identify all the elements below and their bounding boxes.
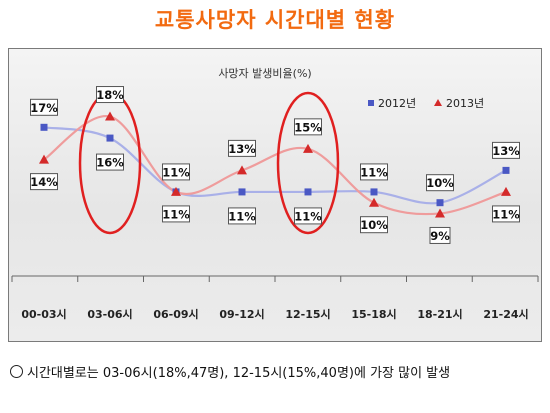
- data-labels: 17% 16% 11% 11% 11% 11% 10% 13% 14% 18% 11% 13% 15% 1…: [30, 86, 520, 244]
- page-title: 교통사망자 시간대별 현황: [154, 8, 396, 32]
- data-label-2013-box: [360, 216, 388, 234]
- data-label-2013: 11%: [162, 207, 190, 221]
- data-label-2012-group: 17%: [30, 98, 58, 116]
- point-2012: [106, 134, 114, 142]
- data-label-2012: 10%: [426, 176, 454, 190]
- data-label-2012-group: 10%: [426, 174, 454, 192]
- x-axis: 00-03시 03-06시 06-09시 09-12시 12-15시 15-18시 18-2…: [11, 275, 539, 321]
- data-label-2012-group: 11%: [294, 207, 322, 225]
- data-label-2012-group: 16%: [96, 153, 124, 171]
- data-label-2013-group: 13%: [228, 139, 256, 157]
- data-label-2013: 13%: [228, 142, 256, 156]
- legend-label-2013: 2013년: [446, 97, 484, 110]
- data-label-2013-box: [30, 173, 58, 191]
- data-label-2013: 10%: [360, 218, 388, 232]
- point-2013: [171, 186, 181, 196]
- point-2013: [435, 208, 445, 218]
- data-label-2012: 16%: [96, 156, 124, 170]
- x-tick-label: 15-18시: [351, 308, 396, 321]
- data-label-2013-group: 9%: [429, 226, 451, 244]
- data-label-2012-box: [162, 163, 190, 181]
- point-2012: [370, 188, 378, 196]
- data-label-2013: 11%: [492, 207, 520, 221]
- data-label-2012-group: 11%: [162, 163, 190, 181]
- data-label-2012-group: 11%: [228, 207, 256, 225]
- data-label-2012: 13%: [492, 144, 520, 158]
- data-label-2012-box: [294, 207, 322, 225]
- x-tick-label: 09-12시: [219, 308, 264, 321]
- data-label-2013-box: [96, 86, 124, 104]
- data-label-2013-group: 14%: [30, 173, 58, 191]
- x-tick-label: 06-09시: [153, 308, 198, 321]
- data-label-2012-box: [426, 174, 454, 192]
- x-tick-label: 21-24시: [483, 308, 528, 321]
- circle-bullet-icon: [10, 365, 23, 378]
- data-label-2012-box: [360, 163, 388, 181]
- data-label-2013-group: 18%: [96, 86, 124, 104]
- x-tick-label: 03-06시: [87, 308, 132, 321]
- data-label-2013-box: [228, 139, 256, 157]
- data-label-2013-group: 11%: [492, 205, 520, 223]
- point-2012: [502, 166, 510, 174]
- point-2013: [501, 186, 511, 196]
- data-label-2012-group: 11%: [360, 163, 388, 181]
- point-2012: [238, 188, 246, 196]
- x-tick-label: 00-03시: [21, 308, 66, 321]
- x-tick-label: 18-21시: [417, 308, 462, 321]
- data-label-2013-box: [429, 226, 451, 244]
- data-label-2013-box: [294, 118, 322, 136]
- data-label-2012-group: 13%: [492, 141, 520, 159]
- legend: 2012년 2013년: [368, 97, 484, 110]
- series-line-2012: [43, 126, 507, 205]
- point-2013: [39, 154, 49, 164]
- data-label-2013-group: 10%: [360, 216, 388, 234]
- data-label-2013-group: 11%: [162, 205, 190, 223]
- data-label-2012: 11%: [360, 165, 388, 179]
- data-label-2012: 11%: [294, 209, 322, 223]
- x-tick-label: 12-15시: [285, 308, 330, 321]
- data-label-2012-box: [96, 153, 124, 171]
- legend-label-2012: 2012년: [378, 97, 416, 110]
- point-2012: [304, 188, 312, 196]
- data-label-2012: 17%: [30, 101, 58, 115]
- data-label-2013: 9%: [430, 229, 450, 243]
- data-label-2013-box: [162, 205, 190, 223]
- data-label-2013-group: 15%: [294, 118, 322, 136]
- chart-title: 사망자 발생비율(%): [218, 67, 311, 80]
- data-label-2012-box: [228, 207, 256, 225]
- data-markers: [39, 111, 511, 218]
- point-2013: [105, 111, 115, 121]
- data-label-2012-box: [492, 141, 520, 159]
- data-label-2013: 15%: [294, 120, 322, 134]
- data-label-2013: 18%: [96, 88, 124, 102]
- legend-marker-2012: [368, 100, 374, 106]
- data-label-2013: 14%: [30, 175, 58, 189]
- point-2013: [237, 165, 247, 175]
- summary-note-text: 시간대별로는 03-06시(18%,47명), 12-15시(15%,40명)에…: [27, 366, 451, 381]
- highlight-circle: [276, 91, 340, 235]
- summary-note: 시간대별로는 03-06시(18%,47명), 12-15시(15%,40명)에…: [10, 362, 540, 381]
- data-label-2012: 11%: [162, 165, 190, 179]
- point-2013: [303, 143, 313, 153]
- data-label-2012: 11%: [228, 209, 256, 223]
- point-2012: [436, 199, 444, 207]
- data-label-2013-box: [492, 205, 520, 223]
- point-2012: [40, 123, 48, 131]
- legend-marker-2013: [434, 99, 442, 106]
- point-2013: [369, 197, 379, 207]
- data-label-2012-box: [30, 98, 58, 116]
